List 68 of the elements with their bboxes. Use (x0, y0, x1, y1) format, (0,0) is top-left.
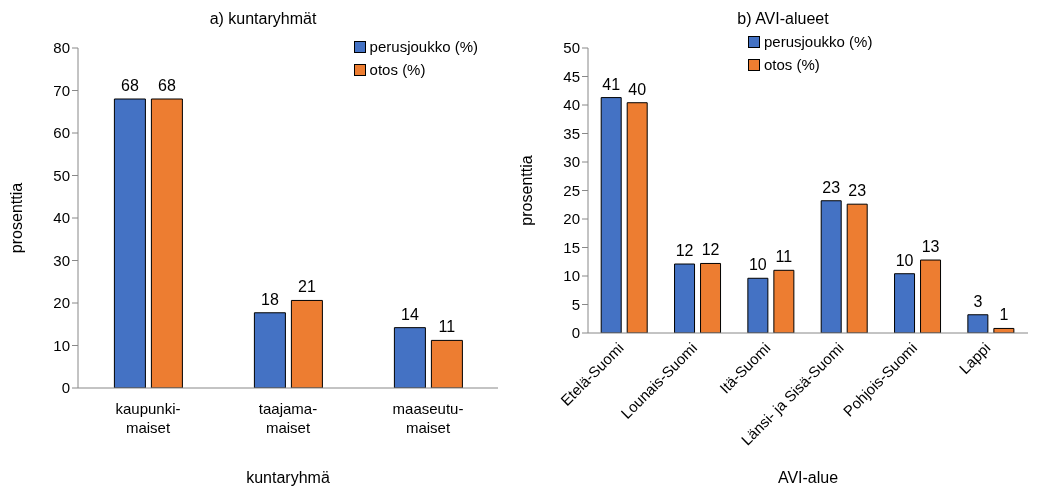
data-label: 41 (602, 75, 621, 93)
y-tick-label: 30 (53, 251, 70, 269)
x-axis-title: kuntaryhmä (246, 469, 330, 486)
bar (253, 312, 286, 388)
bar (600, 97, 622, 333)
bar (967, 314, 989, 333)
legend-label: otos (%) (368, 61, 427, 78)
data-label: 11 (775, 248, 793, 266)
legend-label: otos (%) (763, 56, 821, 73)
data-label: 23 (848, 182, 867, 200)
x-tick-label: taajama- maiset (258, 400, 318, 436)
y-tick-label: 80 (53, 39, 70, 57)
data-label: 13 (921, 238, 940, 256)
y-tick-label: 45 (563, 67, 580, 85)
data-label: 10 (748, 256, 767, 274)
y-axis-title: prosenttia (7, 182, 25, 254)
x-tick-label: kaupunki- maiset (115, 400, 181, 436)
data-label: 14 (401, 305, 419, 323)
y-tick-label: 40 (53, 209, 70, 227)
bar (626, 102, 648, 333)
chart-title: a) kuntaryhmät (208, 10, 318, 28)
bar (846, 203, 868, 333)
y-tick-label: 0 (571, 324, 580, 342)
data-label: 40 (628, 80, 647, 98)
y-tick-label: 10 (53, 336, 70, 354)
y-tick-label: 20 (53, 294, 70, 312)
y-tick-label: 35 (563, 124, 580, 142)
data-label: 23 (822, 178, 841, 196)
bar (393, 327, 426, 388)
bar (894, 273, 916, 333)
data-label: 68 (121, 77, 139, 94)
data-label: 21 (298, 278, 316, 296)
y-tick-label: 30 (563, 153, 580, 171)
x-axis-title: AVI-alue (777, 469, 839, 486)
legend-label: perusjoukko (%) (368, 38, 478, 55)
bar (747, 277, 769, 333)
data-label: 12 (701, 241, 720, 259)
y-tick-label: 60 (53, 124, 70, 142)
y-tick-label: 25 (563, 181, 580, 199)
y-tick-label: 15 (563, 238, 580, 256)
y-tick-label: 50 (53, 166, 70, 184)
x-tick-label: maaseutu- maiset (392, 400, 464, 436)
y-tick-label: 50 (563, 39, 580, 57)
y-axis-title: prosenttia (517, 155, 535, 226)
bar (773, 269, 795, 333)
data-label: 18 (261, 290, 279, 308)
bar (290, 299, 323, 388)
y-tick-label: 70 (53, 81, 70, 99)
bar (674, 263, 696, 333)
data-label: 11 (438, 318, 456, 336)
data-label: 1 (999, 306, 1009, 324)
y-tick-label: 40 (563, 96, 580, 114)
bar (113, 98, 146, 388)
y-tick-label: 20 (563, 210, 580, 228)
y-tick-label: 5 (571, 295, 580, 313)
bar (920, 259, 942, 333)
legend-label: perusjoukko (%) (763, 33, 873, 50)
y-tick-label: 0 (61, 379, 70, 397)
bar (150, 98, 183, 388)
bar (820, 200, 842, 333)
data-label: 12 (675, 242, 694, 260)
chart-title: b) AVI-alueet (736, 10, 830, 28)
data-label: 68 (158, 77, 176, 94)
data-label: 10 (895, 251, 914, 269)
bar (430, 339, 463, 388)
data-label: 3 (973, 292, 983, 310)
y-tick-label: 10 (563, 267, 580, 285)
bar (700, 262, 722, 333)
